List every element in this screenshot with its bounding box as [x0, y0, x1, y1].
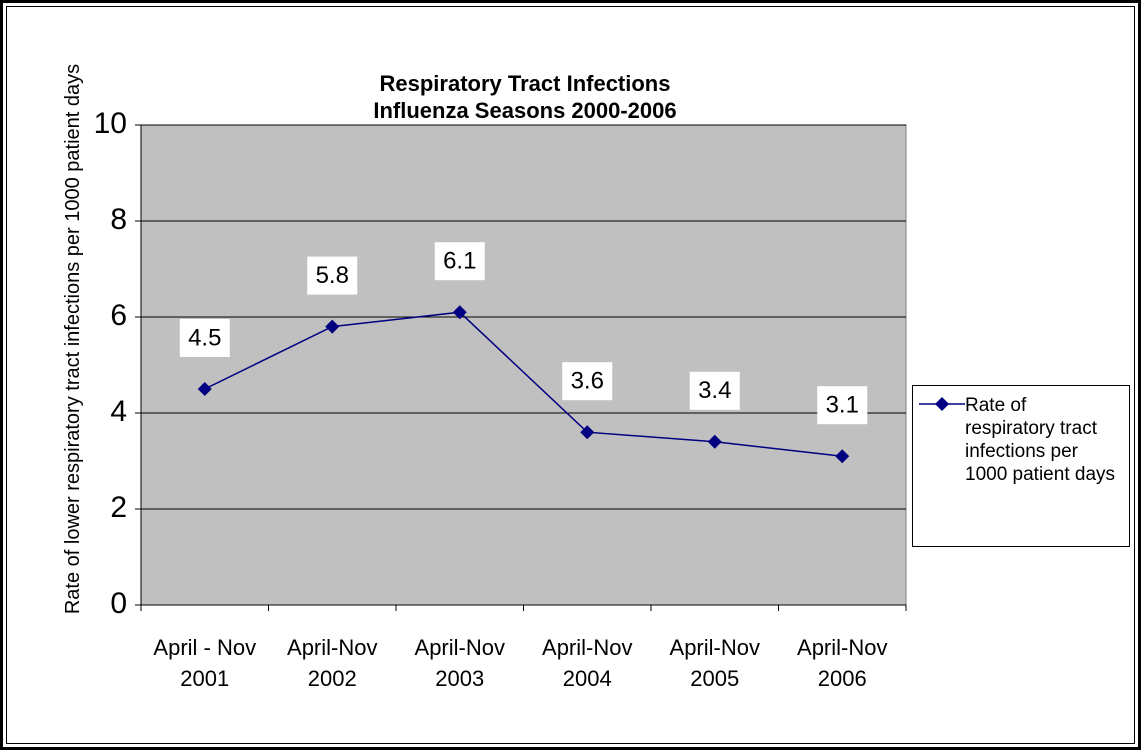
plot-area — [140, 124, 907, 606]
y-tick-label: 10 — [94, 107, 127, 140]
x-tick-label: April-Nov 2006 — [797, 635, 888, 691]
data-point — [325, 319, 340, 334]
inner-frame — [6, 6, 1135, 744]
legend: Rate of respiratory tract infections per… — [912, 385, 1130, 547]
title-line: Respiratory Tract Infections — [379, 71, 671, 96]
x-tick-label: April-Nov 2003 — [414, 635, 505, 691]
data-label: 3.4 — [698, 377, 731, 404]
data-label-box — [689, 371, 740, 410]
data-label-box — [434, 242, 485, 281]
data-point — [580, 425, 595, 440]
series-line — [204, 311, 843, 457]
data-point — [835, 449, 850, 464]
subtitle-line: Influenza Seasons 2000-2006 — [373, 98, 677, 123]
y-tick-label: 0 — [110, 587, 127, 620]
y-tick-label: 8 — [110, 203, 127, 236]
legend-marker — [935, 397, 949, 411]
legend-label: Rate of respiratory tract infections per… — [965, 395, 1116, 485]
data-label: 5.8 — [316, 262, 349, 289]
legend-symbol — [919, 397, 965, 411]
data-label-box — [179, 319, 230, 357]
x-tick-label: April-Nov 2002 — [287, 635, 378, 691]
x-tick-label: April-Nov 2005 — [669, 635, 760, 691]
data-label: 4.5 — [188, 324, 221, 351]
y-axis-label: Rate of lower respiratory tract infectio… — [62, 63, 84, 615]
y-tick-label: 2 — [110, 491, 127, 524]
data-label-box — [307, 256, 358, 295]
data-point — [197, 382, 212, 396]
data-label: 3.1 — [826, 392, 859, 419]
data-label: 3.6 — [571, 368, 604, 395]
y-tick-label: 4 — [110, 395, 127, 428]
data-label: 6.1 — [443, 248, 476, 275]
x-tick-label: April - Nov 2001 — [153, 635, 257, 691]
data-label-box — [817, 386, 868, 425]
data-label-box — [562, 362, 613, 401]
chart-title: Respiratory Tract Infections Influenza S… — [300, 70, 750, 124]
data-point — [707, 434, 722, 449]
data-point — [452, 305, 467, 320]
x-tick-label: April-Nov 2004 — [542, 635, 633, 691]
y-tick-label: 6 — [110, 299, 127, 332]
